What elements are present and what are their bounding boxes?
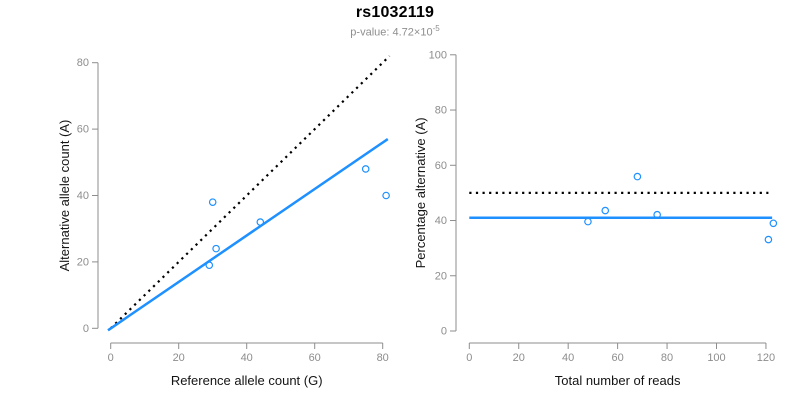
data-point — [361, 165, 370, 173]
data-point — [212, 244, 220, 253]
y-axis-label: Alternative allele count (A) — [57, 120, 72, 272]
x-tick-label: 60 — [611, 352, 623, 364]
right-chart: 0 20 40 60 80 100 0 20 40 60 80 100 120 Total number … — [413, 49, 778, 388]
y-tick-label: 60 — [435, 160, 447, 172]
x-tick-label: 20 — [513, 352, 525, 364]
x-axis-label: Reference allele count (G) — [171, 373, 323, 388]
y-tick-label: 40 — [435, 215, 447, 227]
y-tick-label: 20 — [435, 270, 447, 282]
x-tick-label: 120 — [757, 352, 775, 364]
x-tick-label: 40 — [241, 352, 253, 364]
data-point — [584, 217, 592, 226]
y-tick-label: 0 — [441, 326, 447, 338]
data-point — [382, 191, 390, 200]
y-tick-label: 80 — [77, 57, 89, 69]
x-tick-label: 20 — [173, 352, 185, 364]
x-tick-label: 80 — [661, 352, 673, 364]
x-tick-label: 80 — [377, 352, 389, 364]
data-point — [208, 198, 217, 206]
data-point — [764, 235, 773, 244]
regression-line — [107, 138, 389, 332]
left-chart: 0 20 40 60 80 0 20 40 60 80 Reference allele count… — [57, 55, 391, 388]
x-tick-label: 60 — [309, 352, 321, 364]
y-tick-label: 60 — [77, 124, 89, 136]
x-tick-label: 100 — [707, 352, 725, 364]
y-tick-label: 40 — [77, 190, 89, 202]
y-axis-label: Percentage alternative (A) — [413, 117, 428, 268]
x-tick-label: 0 — [466, 352, 472, 364]
y-tick-label: 100 — [429, 49, 447, 61]
y-tick-label: 20 — [77, 256, 89, 268]
data-point — [769, 219, 778, 228]
data-point — [601, 206, 610, 215]
x-tick-label: 40 — [562, 352, 574, 364]
x-axis-label: Total number of reads — [555, 373, 681, 388]
x-tick-label: 0 — [108, 352, 114, 364]
identity-line — [109, 55, 391, 330]
data-point — [633, 172, 642, 181]
y-tick-label: 0 — [83, 323, 89, 335]
data-point — [205, 261, 214, 270]
data-point — [256, 218, 265, 226]
data-point — [653, 210, 661, 219]
y-tick-label: 80 — [435, 105, 447, 117]
